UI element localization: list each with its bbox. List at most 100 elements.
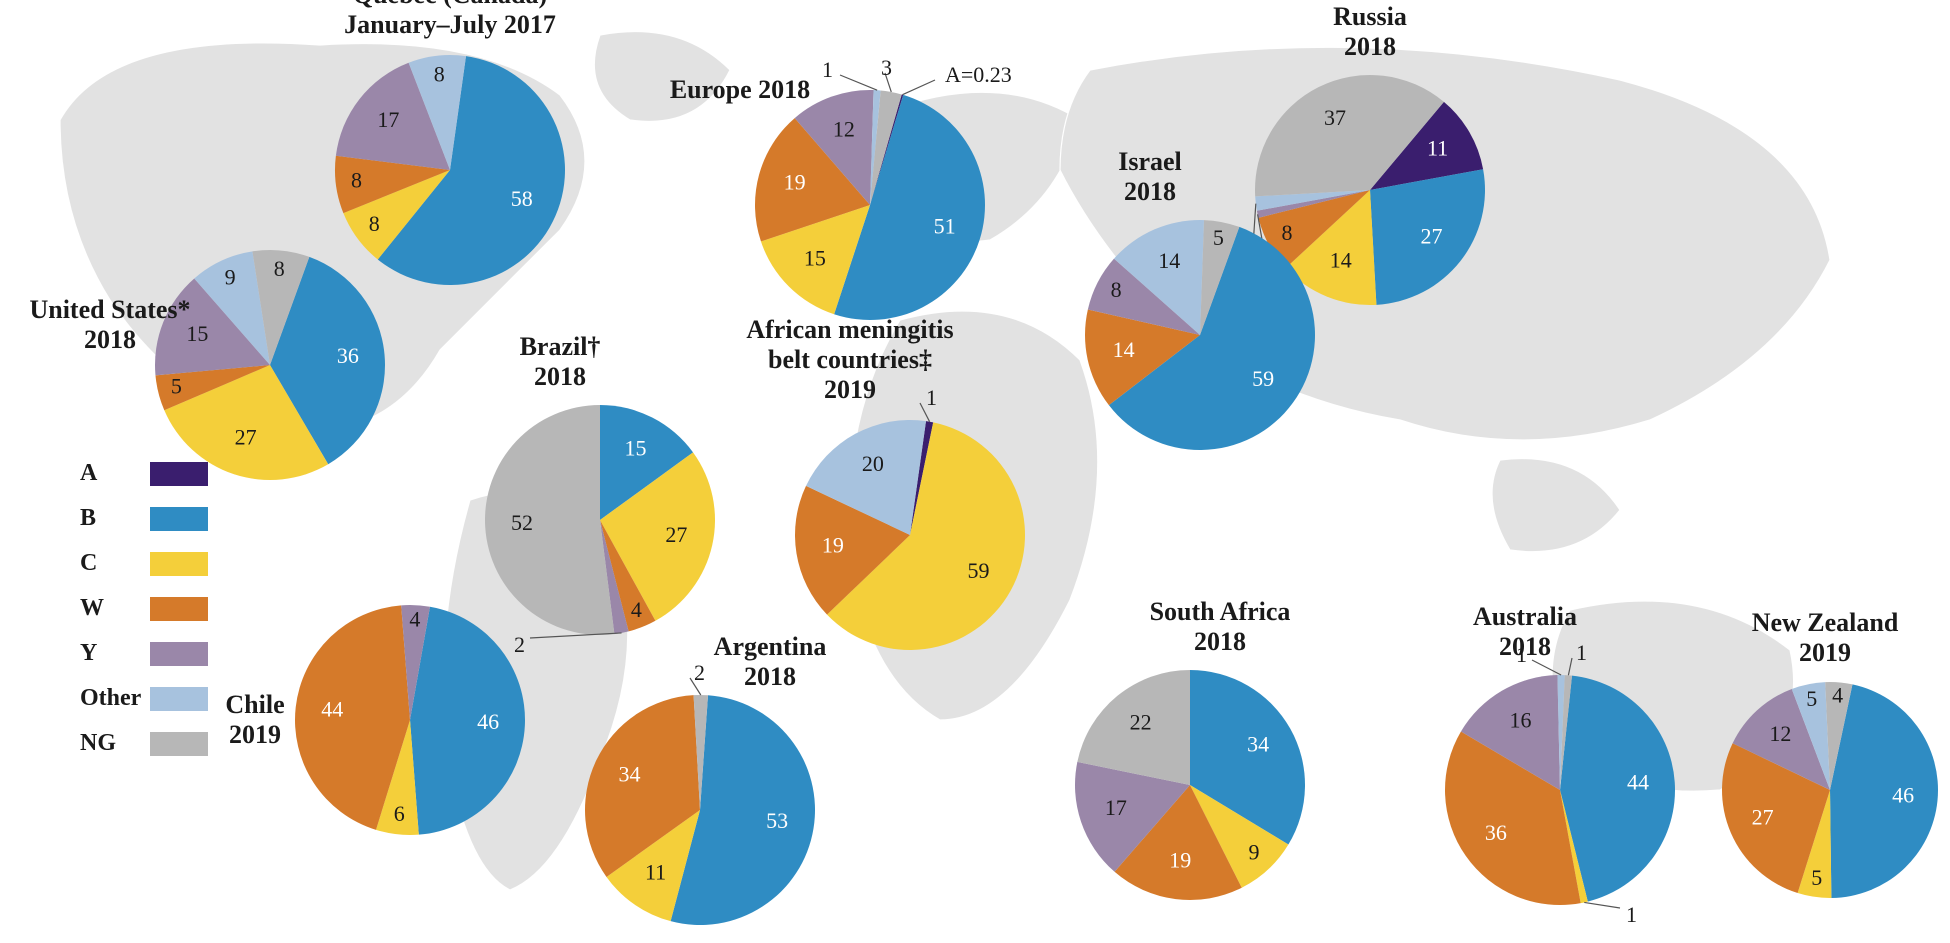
slice-label: 46 [1892, 782, 1914, 807]
pie-europe: Europe 2018A=0.231351151912 [737, 72, 1003, 338]
legend-swatch-b [150, 507, 208, 531]
slice-label: 19 [822, 533, 844, 558]
pie-title: United States* 2018 [29, 295, 190, 355]
pie-svg: 44 36 16 [1427, 657, 1693, 923]
pie-svg: 53 11 34 [567, 677, 833, 943]
slice-label: 4 [409, 606, 420, 631]
slice-label: 27 [665, 522, 687, 547]
slice-label: 34 [1247, 732, 1269, 757]
slice-label: 6 [394, 801, 405, 826]
callout-label: A=0.23 [945, 62, 1012, 88]
slice-label: 59 [967, 558, 989, 583]
slice-label: 20 [862, 451, 884, 476]
legend-row-b: B [80, 505, 208, 532]
pie-title: Quebec (Canada) January–July 2017 [344, 0, 556, 40]
slice-label: 36 [1485, 820, 1507, 845]
legend-swatch-c [150, 552, 208, 576]
pie-svg: 362751598 [137, 232, 403, 498]
pie-nz: New Zealand 2019465271254 [1704, 664, 1950, 916]
callout-label: 2 [694, 660, 705, 686]
slice-label: 27 [235, 424, 257, 449]
slice-label: 44 [1627, 770, 1649, 795]
slice-label: 36 [337, 343, 359, 368]
pie-title: New Zealand 2019 [1752, 608, 1899, 668]
slice-label: 12 [1769, 721, 1791, 746]
callout-line [1532, 660, 1561, 675]
slice-label: 5 [171, 374, 182, 399]
legend-row-ng: NG [80, 730, 208, 757]
slice-label: 9 [225, 265, 236, 290]
slice-b [1830, 684, 1938, 898]
slice-label: 44 [321, 696, 343, 721]
slice-label: 5 [1811, 865, 1822, 890]
slice-label: 4 [1832, 682, 1843, 707]
slice-label: 17 [377, 107, 399, 132]
slice-label: 8 [274, 256, 285, 281]
pie-title: Russia 2018 [1333, 2, 1407, 62]
legend-swatch-ng [150, 732, 208, 756]
slice-label: 51 [934, 214, 956, 239]
slice-label: 19 [1169, 848, 1191, 873]
callout-line [1584, 902, 1620, 908]
callout-label: 3 [881, 55, 892, 81]
pie-svg: 34 9 19 17 22 [1057, 652, 1323, 918]
pie-svg: 51151912 [737, 72, 1003, 338]
pie-argentina: Argentina 20182531134 [567, 677, 833, 943]
callout-label: 1 [822, 57, 833, 83]
legend-swatch-a [150, 462, 208, 486]
slice-label: 53 [766, 808, 788, 833]
slice-label: 19 [784, 169, 806, 194]
callout-line [840, 75, 877, 90]
slice-label: 58 [511, 186, 533, 211]
callout-label: 1 [926, 385, 937, 411]
slice-label: 46 [477, 709, 499, 734]
pie-title: Europe 2018 [670, 75, 810, 105]
legend-label: B [80, 505, 150, 532]
slice-b [410, 607, 525, 835]
legend-label: W [80, 595, 150, 622]
pie-africa: African meningitis belt countries‡ 20191… [777, 402, 1043, 668]
slice-label: 15 [804, 245, 826, 270]
pie-title: Israel 2018 [1118, 147, 1182, 207]
slice-label: 8 [434, 61, 445, 86]
slice-label: 52 [511, 510, 533, 535]
legend-swatch-other [150, 687, 208, 711]
callout-label: 1 [1516, 642, 1527, 668]
pie-title: South Africa 2018 [1150, 597, 1291, 657]
slice-label: 5 [1213, 225, 1224, 250]
callout-line [902, 80, 935, 95]
legend-label: Other [80, 685, 150, 712]
legend-label: NG [80, 730, 150, 757]
pie-svg: 466444 [277, 587, 543, 853]
slice-label: 34 [618, 761, 640, 786]
slice-label: 16 [1509, 708, 1531, 733]
pie-title: Brazil† 2018 [520, 332, 601, 392]
pie-us: United States* 2018362751598 [137, 232, 403, 498]
legend-label: C [80, 550, 150, 577]
callout-label: 1 [1576, 640, 1587, 666]
slice-label: 4 [631, 597, 642, 622]
callout-label: 1 [1626, 902, 1637, 928]
slice-label: 9 [1249, 839, 1260, 864]
slice-label: 11 [645, 859, 666, 884]
legend-row-y: Y [80, 640, 208, 667]
legend-swatch-w [150, 597, 208, 621]
callout-line [530, 633, 622, 638]
slice-label: 14 [1330, 248, 1352, 273]
slice-label: 17 [1105, 795, 1127, 820]
slice-label: 22 [1130, 709, 1152, 734]
pie-australia: Australia 2018111443616 [1427, 657, 1693, 923]
pie-title: Argentina 2018 [714, 632, 827, 692]
legend-row-c: C [80, 550, 208, 577]
slice-label: 8 [351, 167, 362, 192]
slice-label: 8 [1111, 277, 1122, 302]
pie-title: Chile 2019 [225, 690, 284, 750]
pie-svg: 59148145 [1067, 202, 1333, 468]
figure-stage: ABCWY Other NG Quebec (Canada) January–Jul… [0, 0, 1950, 943]
pie-southafrica: South Africa 2018349191722 [1057, 652, 1323, 918]
pie-israel: Israel 201859148145 [1067, 202, 1333, 468]
slice-label: 27 [1420, 223, 1442, 248]
legend: ABCWY Other NG [80, 460, 208, 775]
pie-chile: Chile 2019466444 [277, 587, 543, 853]
legend-label: A [80, 460, 150, 487]
